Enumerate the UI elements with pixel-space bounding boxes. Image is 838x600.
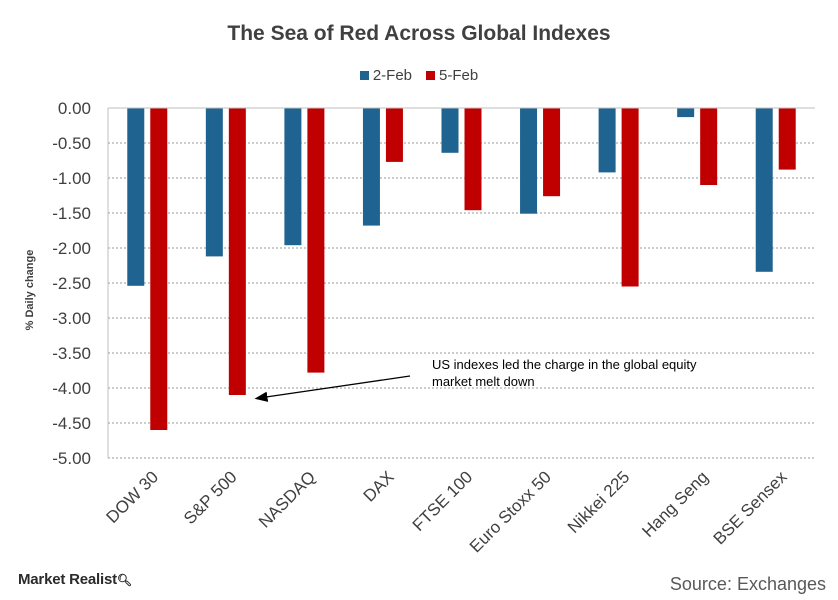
legend-swatch-2feb [359,71,369,80]
bar-5feb [150,108,168,430]
x-tick-label: NASDAQ [255,467,319,531]
magnifier-icon: 🔍︎ [116,573,132,587]
bar-2feb [284,108,302,246]
bar-5feb [621,108,639,287]
bar-2feb [362,108,380,226]
bar-5feb [543,108,561,197]
chart-title: The Sea of Red Across Global Indexes [227,22,611,45]
x-tick-label: Nikkei 225 [564,467,634,537]
annotation-line-1: US indexes led the charge in the global … [432,357,697,372]
bar-5feb [700,108,718,185]
legend-item-5feb: 5-Feb [426,67,478,84]
bar-2feb [677,108,695,118]
annotation-arrow [254,375,411,402]
bar-5feb [778,108,796,170]
legend-label-5feb: 5-Feb [439,67,479,84]
bar-2feb [520,108,538,214]
y-tick-label: -3.00 [52,309,91,328]
x-tick-label: FTSE 100 [409,467,477,535]
y-tick-label: 0.00 [58,99,91,118]
legend: 2-Feb 5-Feb [0,67,838,84]
y-tick-label: -0.50 [52,134,91,153]
bar-2feb [598,108,616,173]
x-tick-label: S&P 500 [180,467,241,528]
logo-text: Market Realist [18,571,117,588]
legend-swatch-5feb [426,71,435,80]
bar-2feb [127,108,145,286]
y-tick-label: -1.00 [52,169,91,188]
bar-2feb [205,108,223,257]
legend-label-2feb: 2-Feb [372,67,412,84]
bar-5feb [228,108,246,395]
market-realist-logo: Market Realist🔍︎ [18,571,132,588]
x-tick-label: DOW 30 [103,467,163,527]
annotation-text: US indexes led the charge in the global … [432,356,732,390]
y-tick-label: -3.50 [52,344,91,363]
x-tick-label: Hang Seng [638,467,712,541]
legend-item-2feb: 2-Feb [359,67,412,84]
y-tick-label: -2.50 [52,274,91,293]
y-tick-label: -4.50 [52,414,91,433]
y-tick-label: -1.50 [52,204,91,223]
bar-2feb [441,108,459,153]
bar-5feb [307,108,325,373]
bar-5feb [464,108,482,211]
x-tick-label: BSE Sensex [710,467,791,548]
bar-5feb [385,108,403,162]
bar-2feb [755,108,773,272]
y-tick-label: -5.00 [52,449,91,468]
x-tick-label: DAX [360,467,398,505]
x-tick-label: Euro Stoxx 50 [466,467,555,556]
annotation-line-2: market melt down [432,374,535,389]
y-tick-label: -2.00 [52,239,91,258]
source-note: Source: Exchanges [669,574,826,594]
y-tick-label: -4.00 [52,379,91,398]
